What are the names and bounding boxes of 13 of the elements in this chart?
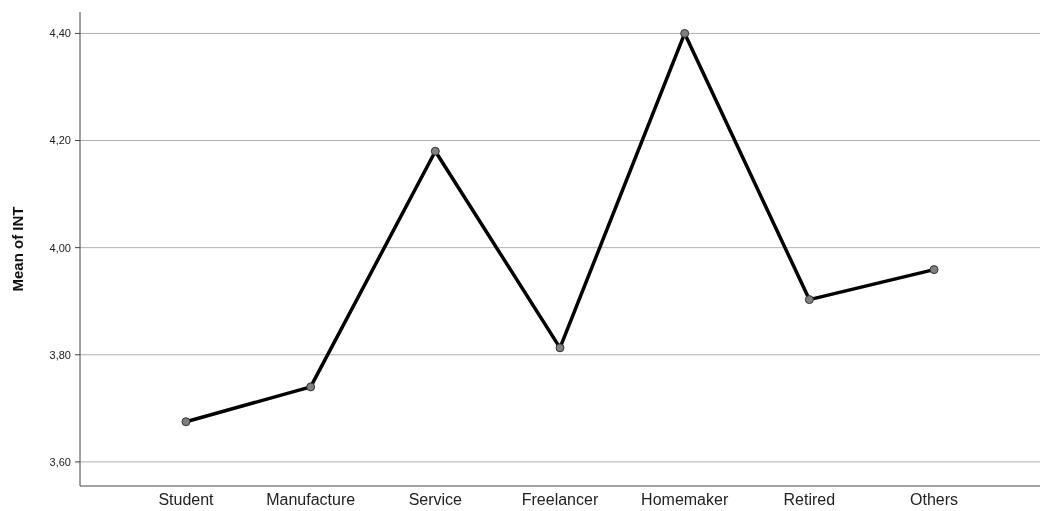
x-tick-label: Service xyxy=(408,491,463,508)
y-tick-label: 4,40 xyxy=(49,27,71,40)
x-tick-label: Manufacture xyxy=(266,491,356,508)
y-tick-label: 3,80 xyxy=(49,348,71,361)
x-tick-label: Homemaker xyxy=(641,491,729,508)
x-tick-label: Retired xyxy=(783,491,836,508)
y-tick-label: 4,00 xyxy=(49,241,71,254)
x-tick-label: Others xyxy=(910,491,959,508)
y-tick-label: 3,60 xyxy=(49,455,71,468)
x-tick-label: Student xyxy=(158,491,215,508)
y-tick-label: 4,20 xyxy=(49,134,71,147)
y-axis-title: Mean of INT xyxy=(9,206,26,292)
x-tick-label: Freelancer xyxy=(521,491,599,508)
